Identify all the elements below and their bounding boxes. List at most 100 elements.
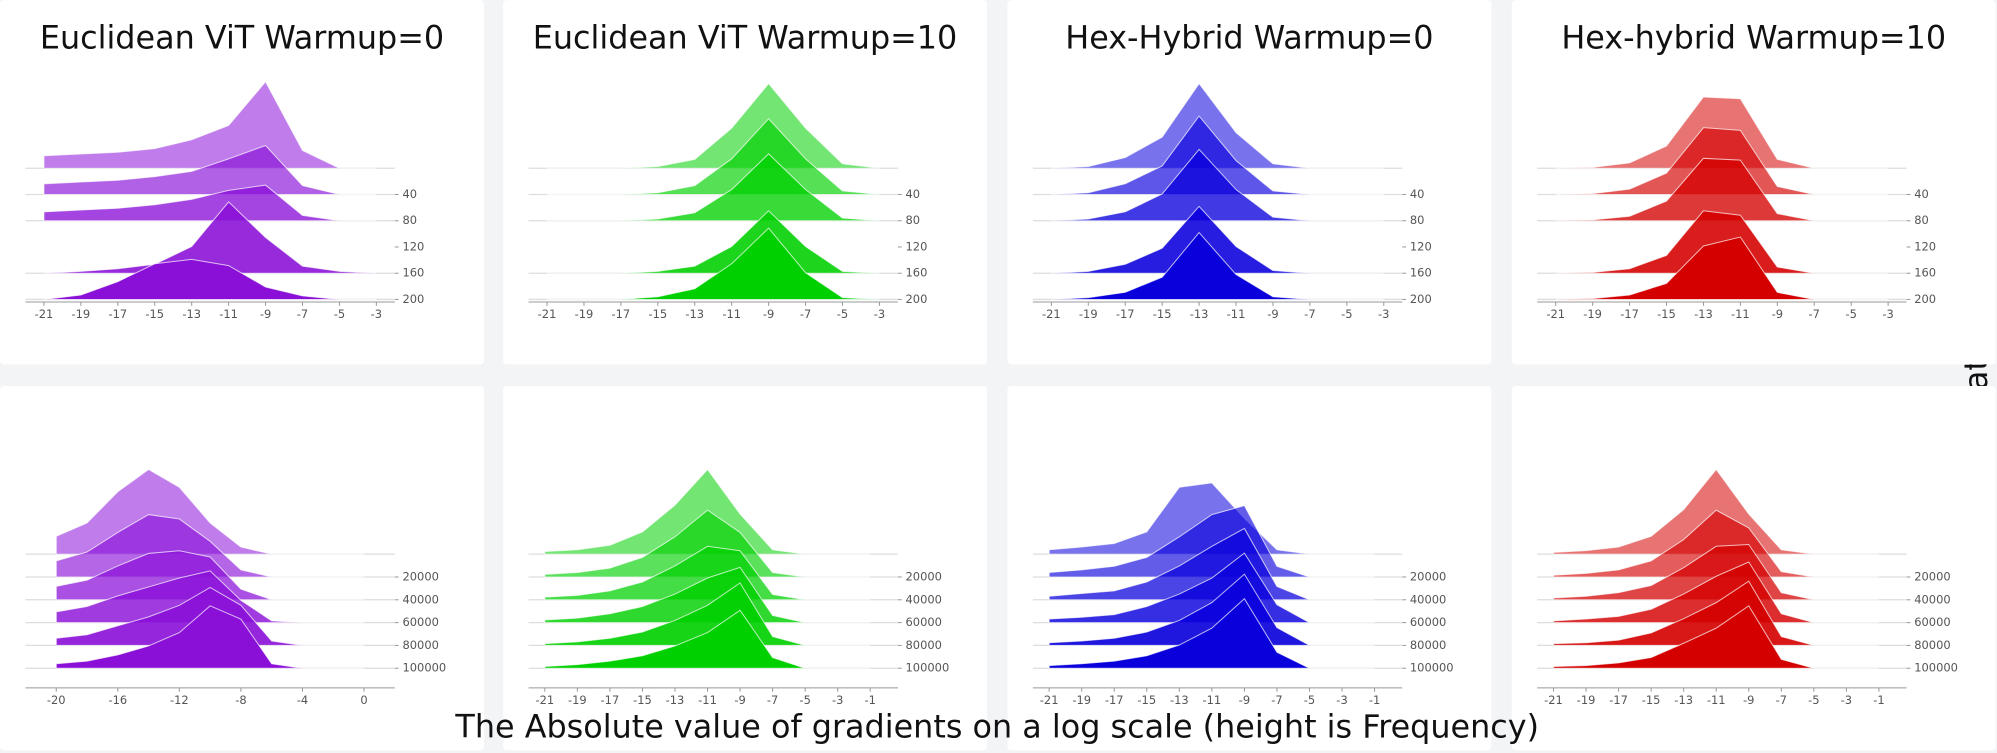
y-tick-label: 120 xyxy=(402,239,424,253)
x-tick-label: -12 xyxy=(170,693,189,707)
x-tick-label: -16 xyxy=(108,693,127,707)
x-tick-label: -1 xyxy=(1873,693,1884,707)
x-tick-label: -11 xyxy=(1707,693,1726,707)
y-tick-label: 40 xyxy=(402,187,417,201)
x-tick-label: -4 xyxy=(297,693,308,707)
x-tick-label: -7 xyxy=(1271,693,1282,707)
x-tick-label: -21 xyxy=(538,307,557,321)
y-tick-label: 80000 xyxy=(1914,638,1950,652)
panel-title: Hex-hybrid Warmup=10 xyxy=(1561,19,1946,57)
y-tick-label: 80000 xyxy=(906,638,942,652)
ridge xyxy=(544,509,871,578)
y-tick-label: 200 xyxy=(1410,292,1432,306)
x-tick-label: -11 xyxy=(1227,307,1246,321)
ridge xyxy=(43,258,377,300)
x-tick-label: -11 xyxy=(722,307,741,321)
panel-title: Euclidean ViT Warmup=0 xyxy=(40,19,444,57)
panel: Euclidean ViT Warmup=10 -21 -19 -17 -15 -13 -1… xyxy=(503,0,988,365)
x-tick-label: -15 xyxy=(145,307,164,321)
x-tick-label: -20 xyxy=(47,693,66,707)
x-tick-label: -5 xyxy=(1304,693,1315,707)
x-tick-label: -21 xyxy=(35,307,54,321)
y-tick-label: 40 xyxy=(1410,187,1425,201)
x-tick-label: -3 xyxy=(1882,307,1893,321)
y-tick-label: 40000 xyxy=(1914,592,1950,606)
x-tick-label: -15 xyxy=(1137,693,1156,707)
y-tick-label: 80000 xyxy=(1410,638,1446,652)
ridge xyxy=(1555,157,1889,222)
x-tick-label: -21 xyxy=(1042,307,1061,321)
x-tick-label: -21 xyxy=(535,693,554,707)
y-tick-label: 120 xyxy=(1914,239,1936,253)
x-tick-label: -9 xyxy=(1239,693,1250,707)
ridge xyxy=(1048,527,1375,601)
panel: -21 -19 -17 -15 -13 -11 -9 -7 -5 -3 -1 20000 40000 60… xyxy=(503,386,988,751)
ridge xyxy=(1048,597,1375,669)
y-tick-label: 160 xyxy=(402,266,424,280)
y-tick-label: 100000 xyxy=(1410,661,1454,675)
x-tick-label: -9 xyxy=(1267,307,1278,321)
x-tick-label: -15 xyxy=(1153,307,1172,321)
y-tick-label: 200 xyxy=(1914,292,1936,306)
ridge xyxy=(55,605,365,669)
x-tick-label: -11 xyxy=(698,693,717,707)
x-tick-label: -5 xyxy=(799,693,810,707)
ridge xyxy=(1051,82,1384,169)
y-tick-label: 120 xyxy=(906,239,928,253)
y-tick-label: 80 xyxy=(1914,213,1929,227)
y-tick-label: 20000 xyxy=(906,569,942,583)
x-tick-label: -17 xyxy=(612,307,631,321)
ridge xyxy=(1051,115,1384,196)
x-tick-label: -9 xyxy=(734,693,745,707)
y-tick-label: 60000 xyxy=(402,615,438,629)
y-tick-label: 60000 xyxy=(906,615,942,629)
x-tick-label: -7 xyxy=(297,307,308,321)
y-tick-label: 160 xyxy=(1410,266,1432,280)
ridge xyxy=(1555,236,1889,300)
ridge xyxy=(1552,561,1879,624)
x-tick-label: -13 xyxy=(1170,693,1189,707)
ridge xyxy=(547,153,880,222)
y-tick-label: 80 xyxy=(906,213,921,227)
x-tick-label: -5 xyxy=(1341,307,1352,321)
x-tick-label: -13 xyxy=(1694,307,1713,321)
x-tick-label: 0 xyxy=(360,693,367,707)
y-tick-label: 100000 xyxy=(1914,661,1958,675)
ridge xyxy=(1552,543,1879,601)
y-tick-label: 160 xyxy=(1914,266,1936,280)
ridge xyxy=(547,227,880,300)
panel-title: Euclidean ViT Warmup=10 xyxy=(533,19,958,57)
x-tick-label: -3 xyxy=(874,307,885,321)
x-tick-label: -7 xyxy=(1304,307,1315,321)
x-tick-label: -7 xyxy=(1809,307,1820,321)
x-tick-label: -7 xyxy=(767,693,778,707)
y-tick-label: 40000 xyxy=(402,592,438,606)
x-tick-label: -19 xyxy=(1583,307,1602,321)
y-tick-label: 40 xyxy=(906,187,921,201)
x-tick-label: -17 xyxy=(108,307,127,321)
panel: -21 -19 -17 -15 -13 -11 -9 -7 -5 -3 -1 20000 40000 60… xyxy=(1511,386,1996,751)
ridge xyxy=(1051,148,1384,222)
x-tick-label: -1 xyxy=(1369,693,1380,707)
x-tick-label: -21 xyxy=(1040,693,1059,707)
x-tick-label: -15 xyxy=(633,693,652,707)
x-tick-label: -1 xyxy=(865,693,876,707)
ridge xyxy=(1552,509,1879,578)
x-tick-label: -21 xyxy=(1546,307,1565,321)
x-tick-label: -15 xyxy=(1642,693,1661,707)
ridge xyxy=(1552,580,1879,646)
panel: Hex-Hybrid Warmup=0 -21 -19 -17 -15 -13 -11 -9 -… xyxy=(1007,0,1492,365)
y-tick-label: 200 xyxy=(402,292,424,306)
y-tick-label: 20000 xyxy=(1410,569,1446,583)
y-tick-label: 80000 xyxy=(402,638,438,652)
x-tick-label: -5 xyxy=(334,307,345,321)
y-tick-label: 40 xyxy=(1914,187,1929,201)
x-tick-label: -9 xyxy=(763,307,774,321)
x-tick-label: -11 xyxy=(1731,307,1750,321)
y-tick-label: 200 xyxy=(906,292,928,306)
ridge xyxy=(547,210,880,274)
x-tick-label: -19 xyxy=(575,307,594,321)
x-tick-label: -7 xyxy=(800,307,811,321)
x-tick-label: -15 xyxy=(1657,307,1676,321)
